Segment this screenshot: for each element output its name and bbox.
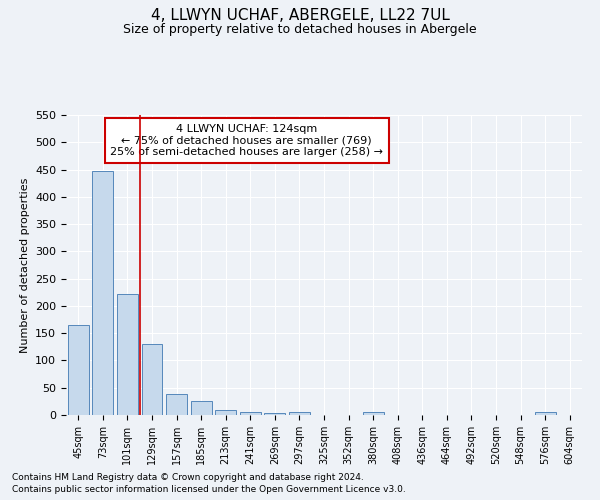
Bar [92, 171, 113, 415]
Bar [191, 402, 212, 415]
Text: 4 LLWYN UCHAF: 124sqm
← 75% of detached houses are smaller (769)
25% of semi-det: 4 LLWYN UCHAF: 124sqm ← 75% of detached … [110, 124, 383, 157]
Text: Contains HM Land Registry data © Crown copyright and database right 2024.: Contains HM Land Registry data © Crown c… [12, 472, 364, 482]
Bar [166, 394, 187, 415]
Bar [68, 325, 89, 415]
Bar [142, 344, 163, 415]
Bar [362, 412, 383, 415]
Bar [117, 294, 138, 415]
Bar [265, 413, 286, 415]
Bar [215, 410, 236, 415]
Y-axis label: Number of detached properties: Number of detached properties [20, 178, 29, 352]
Text: Size of property relative to detached houses in Abergele: Size of property relative to detached ho… [123, 22, 477, 36]
Bar [289, 412, 310, 415]
Text: Contains public sector information licensed under the Open Government Licence v3: Contains public sector information licen… [12, 485, 406, 494]
Bar [535, 412, 556, 415]
Bar [240, 412, 261, 415]
Text: 4, LLWYN UCHAF, ABERGELE, LL22 7UL: 4, LLWYN UCHAF, ABERGELE, LL22 7UL [151, 8, 449, 22]
